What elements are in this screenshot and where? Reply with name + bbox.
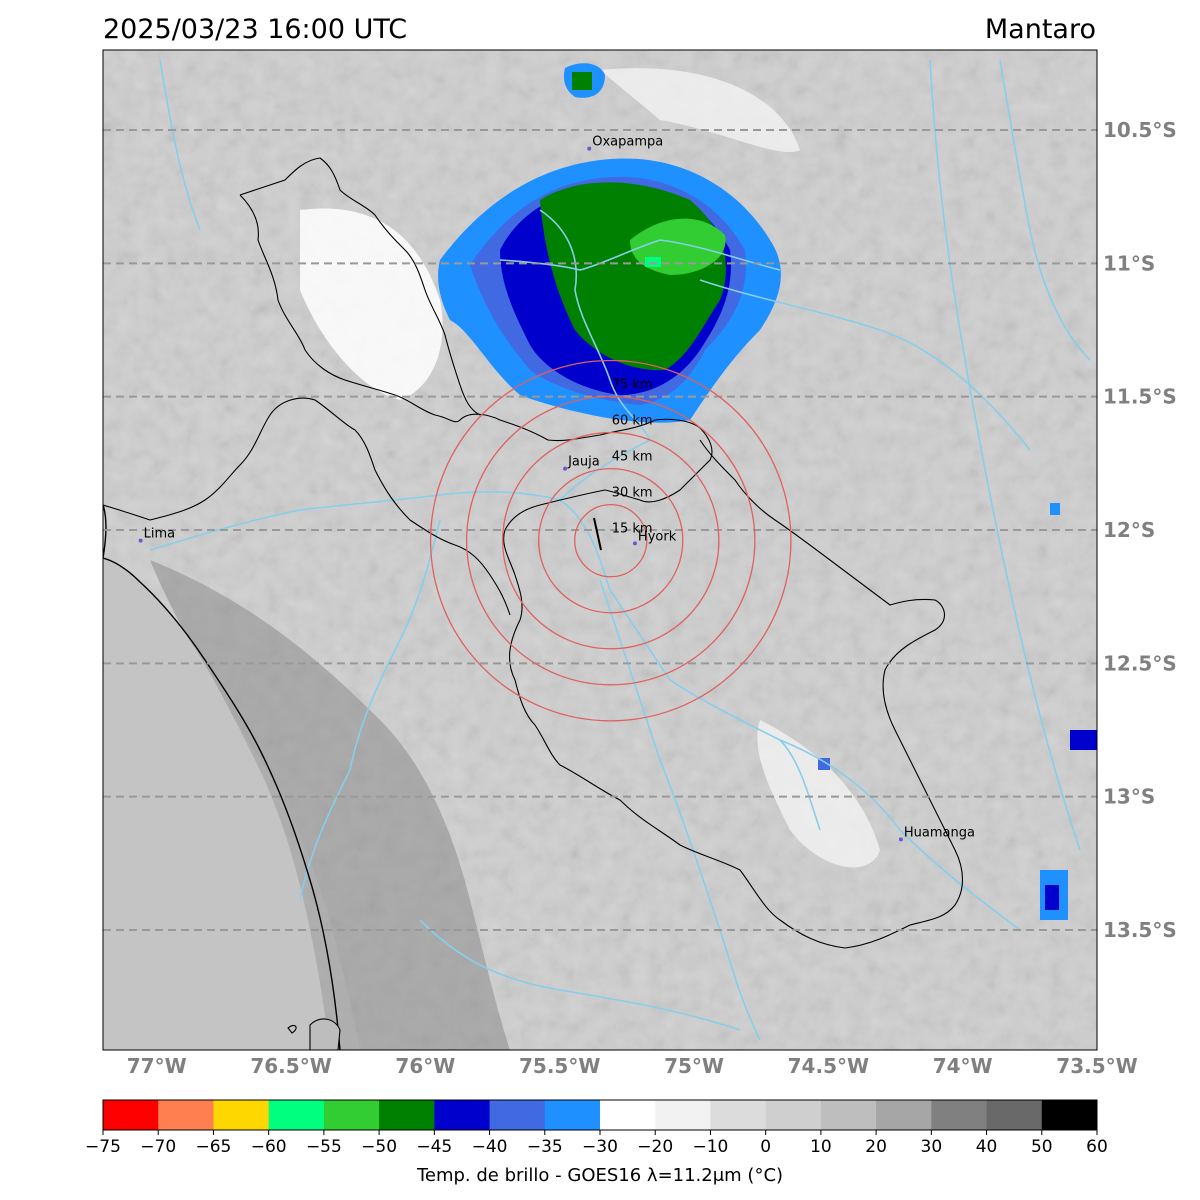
rivers (149, 59, 1091, 1041)
longitude-tick-label: 73.5°W (1056, 1054, 1137, 1078)
city-label: Oxapampa (592, 135, 663, 150)
longitude-tick-label: 74.5°W (788, 1054, 869, 1078)
range-ring (574, 503, 648, 578)
latitude-tick-label: 13°S (1103, 785, 1155, 809)
colorbar-tick-label: −70 (140, 1137, 176, 1157)
colorbar-tick-label: −30 (582, 1137, 618, 1157)
colorbar: −75 −70 −65 −60 −55 −50 −45 −40 −35 −30 −20 −10 0 10 2… (85, 1099, 1108, 1157)
colorbar-tick-label: 0 (760, 1137, 771, 1157)
range-ring-label: 15 km (612, 522, 653, 537)
colorbar-segment (379, 1100, 435, 1130)
colorbar-segment (710, 1100, 767, 1130)
colorbar-tick-label: 20 (865, 1137, 887, 1157)
range-ring (501, 431, 720, 650)
datetime-title: 2025/03/23 16:00 UTC (103, 14, 408, 45)
longitude-tick-label: 77°W (127, 1054, 187, 1078)
latitude-tick-label: 11.5°S (1103, 385, 1177, 409)
latitude-tick-label: 10.5°S (1103, 118, 1177, 142)
coastline (103, 504, 341, 1050)
colorbar-tick-label: −55 (306, 1137, 342, 1157)
colorbar-segment (213, 1100, 270, 1130)
region-borders (103, 157, 964, 1050)
trajectory-line (593, 517, 602, 551)
colorbar-segment (158, 1100, 214, 1130)
cloud-patch-south (757, 720, 880, 868)
colorbar-tick-label: −20 (637, 1137, 673, 1157)
map-frame (102, 49, 1098, 1051)
colorbar-segment (986, 1100, 1043, 1130)
city-label: Huamanga (904, 825, 975, 840)
range-ring-label: 60 km (612, 414, 653, 429)
colorbar-tick-label: −10 (692, 1137, 728, 1157)
colorbar-tick-label: −45 (416, 1137, 452, 1157)
range-ring (429, 359, 792, 722)
longitude-labels: 77°W 76.5°W 76°W 75.5°W 75°W 74.5°W 74°W 73.5°W (127, 1054, 1138, 1078)
colorbar-segment (103, 1100, 159, 1130)
city-marker (898, 837, 903, 842)
colorbar-segment (544, 1100, 601, 1130)
longitude-tick-label: 76°W (395, 1054, 455, 1078)
longitude-tick-label: 75.5°W (519, 1054, 600, 1078)
coastal-dark-band (150, 560, 510, 1050)
colorbar-segment (268, 1100, 325, 1130)
storm-cell (438, 63, 1097, 920)
colorbar-tick-label: −75 (85, 1137, 121, 1157)
colorbar-segment (489, 1100, 546, 1130)
city-marker (563, 466, 568, 471)
range-ring-label: 45 km (612, 450, 653, 465)
colorbar-tick-label: −60 (251, 1137, 287, 1157)
longitude-tick-label: 75°W (664, 1054, 724, 1078)
colorbar-tick-label: −35 (527, 1137, 563, 1157)
latitude-tick-label: 11°S (1103, 251, 1155, 275)
colorbar-tick-label: −50 (361, 1137, 397, 1157)
city-marker (138, 538, 143, 543)
colorbar-segment (820, 1100, 877, 1130)
range-ring (465, 395, 756, 686)
colorbar-segment (931, 1100, 988, 1130)
colorbar-segment (1041, 1100, 1098, 1130)
region-title: Mantaro (984, 14, 1096, 45)
cloud-patch-west (300, 208, 443, 400)
colorbar-segment (655, 1100, 711, 1130)
colorbar-segment (434, 1100, 491, 1130)
map-panel: 15 km 30 km 45 km 60 km 75 km Oxapampa Jauja H… (103, 50, 1097, 1050)
city-markers: Oxapampa Jauja Hyork Lima Huamanga (138, 135, 975, 842)
colorbar-segment (600, 1100, 656, 1130)
colorbar-tick-label: 60 (1086, 1137, 1108, 1157)
range-rings: 15 km 30 km 45 km 60 km 75 km (429, 359, 792, 722)
colorbar-segment (876, 1100, 932, 1130)
colorbar-tick-label: −40 (472, 1137, 508, 1157)
city-label: Jauja (567, 455, 600, 470)
city-label: Lima (144, 527, 175, 542)
cloud-patch-north (600, 68, 800, 153)
latitude-tick-label: 13.5°S (1103, 918, 1177, 942)
longitude-tick-label: 74°W (933, 1054, 993, 1078)
range-ring-label: 75 km (612, 377, 653, 392)
city-marker (632, 541, 637, 546)
colorbar-segment (765, 1100, 822, 1130)
colorbar-tick-label: 40 (976, 1137, 998, 1157)
colorbar-segment (323, 1100, 380, 1130)
colorbar-tick-label: 50 (1031, 1137, 1053, 1157)
range-ring (538, 467, 684, 614)
latitude-tick-label: 12.5°S (1103, 651, 1177, 675)
longitude-tick-label: 76.5°W (250, 1054, 331, 1078)
colorbar-tick-label: −65 (195, 1137, 231, 1157)
colorbar-tick-label: 10 (810, 1137, 832, 1157)
latitude-tick-label: 12°S (1103, 518, 1155, 542)
colorbar-title: Temp. de brillo - GOES16 λ=11.2μm (°C) (416, 1165, 783, 1186)
city-label: Hyork (638, 529, 677, 544)
latitude-labels: 10.5°S 11°S 11.5°S 12°S 12.5°S 13°S 13.5°S (1103, 118, 1177, 942)
ocean (103, 555, 330, 1050)
colorbar-tick-label: 30 (921, 1137, 943, 1157)
range-ring-label: 30 km (612, 486, 653, 501)
city-marker (587, 146, 592, 151)
